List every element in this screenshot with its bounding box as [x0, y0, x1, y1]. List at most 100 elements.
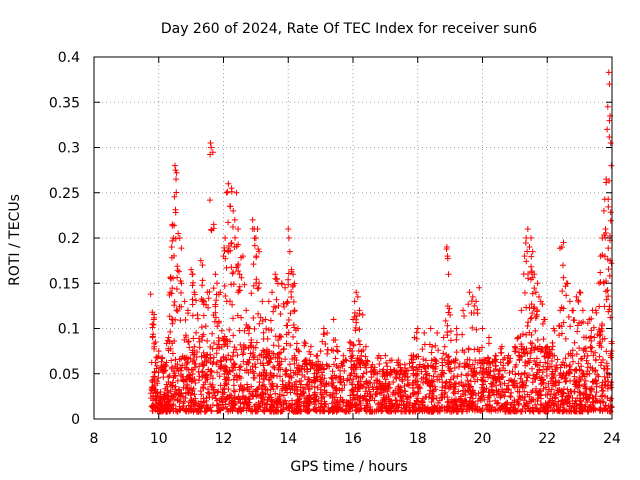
data-point — [465, 362, 472, 369]
data-point — [248, 290, 255, 297]
data-point — [451, 390, 458, 397]
data-point — [519, 384, 526, 391]
data-point — [531, 346, 538, 353]
data-point — [522, 240, 529, 247]
data-point — [491, 357, 498, 364]
data-point — [575, 298, 582, 305]
data-point — [320, 393, 327, 400]
data-point — [573, 408, 580, 415]
data-point — [599, 251, 606, 258]
data-point — [597, 269, 604, 276]
data-point — [516, 383, 523, 390]
data-point — [346, 400, 353, 407]
data-point — [173, 176, 180, 183]
data-point — [362, 405, 369, 412]
data-point — [298, 402, 305, 409]
data-point — [457, 395, 464, 402]
data-point — [525, 270, 532, 277]
data-point — [504, 400, 511, 407]
data-point — [379, 381, 386, 388]
data-point — [529, 274, 536, 281]
data-point — [490, 367, 497, 374]
data-point — [199, 361, 206, 368]
data-point — [374, 354, 381, 361]
data-point — [560, 239, 567, 246]
data-point — [212, 303, 219, 310]
data-point — [204, 405, 211, 412]
data-point — [229, 301, 236, 308]
data-point — [215, 388, 222, 395]
data-point — [284, 322, 291, 329]
data-point — [439, 367, 446, 374]
data-point — [253, 339, 260, 346]
data-point — [189, 296, 196, 303]
data-point — [453, 396, 460, 403]
data-point — [263, 370, 270, 377]
data-point — [564, 386, 571, 393]
data-point — [147, 390, 154, 397]
data-point — [262, 372, 269, 379]
data-point — [245, 344, 252, 351]
data-point — [534, 336, 541, 343]
data-point — [382, 380, 389, 387]
data-point — [456, 360, 463, 367]
data-point — [223, 336, 230, 343]
data-point — [323, 389, 330, 396]
data-point — [228, 240, 235, 247]
data-point — [380, 383, 387, 390]
data-point — [236, 287, 243, 294]
data-point — [284, 299, 291, 306]
data-points — [147, 69, 615, 415]
data-point — [404, 394, 411, 401]
data-point — [380, 371, 387, 378]
data-point — [210, 225, 217, 232]
data-point — [411, 389, 418, 396]
data-point — [155, 369, 162, 376]
data-point — [406, 360, 413, 367]
data-point — [501, 380, 508, 387]
data-point — [215, 334, 222, 341]
data-point — [596, 303, 603, 310]
data-point — [514, 335, 521, 342]
data-point — [463, 398, 470, 405]
data-point — [287, 342, 294, 349]
data-point — [601, 365, 608, 372]
data-point — [566, 361, 573, 368]
data-point — [310, 406, 317, 413]
data-point — [222, 255, 229, 262]
data-point — [311, 389, 318, 396]
data-point — [559, 408, 566, 415]
data-point — [294, 403, 301, 410]
data-point — [255, 406, 262, 413]
data-point — [355, 347, 362, 354]
data-point — [396, 402, 403, 409]
data-point — [290, 298, 297, 305]
data-point — [444, 322, 451, 329]
data-point — [351, 298, 358, 305]
data-point — [195, 368, 202, 375]
data-point — [222, 380, 229, 387]
data-point — [497, 381, 504, 388]
data-point — [496, 368, 503, 375]
data-point — [273, 275, 280, 282]
data-point — [173, 286, 180, 293]
data-point — [204, 386, 211, 393]
data-point — [579, 307, 586, 314]
data-point — [198, 391, 205, 398]
data-point — [421, 405, 428, 412]
data-point — [377, 380, 384, 387]
data-point — [522, 359, 529, 366]
data-point — [320, 366, 327, 373]
data-point — [484, 371, 491, 378]
data-point — [413, 397, 420, 404]
data-point — [230, 207, 237, 214]
data-point — [252, 235, 259, 241]
data-point — [320, 407, 327, 414]
data-point — [238, 346, 245, 353]
data-point — [270, 350, 277, 357]
data-point — [182, 394, 189, 401]
data-point — [453, 336, 460, 343]
data-point — [317, 378, 324, 385]
data-point — [235, 225, 242, 232]
data-point — [214, 280, 221, 287]
